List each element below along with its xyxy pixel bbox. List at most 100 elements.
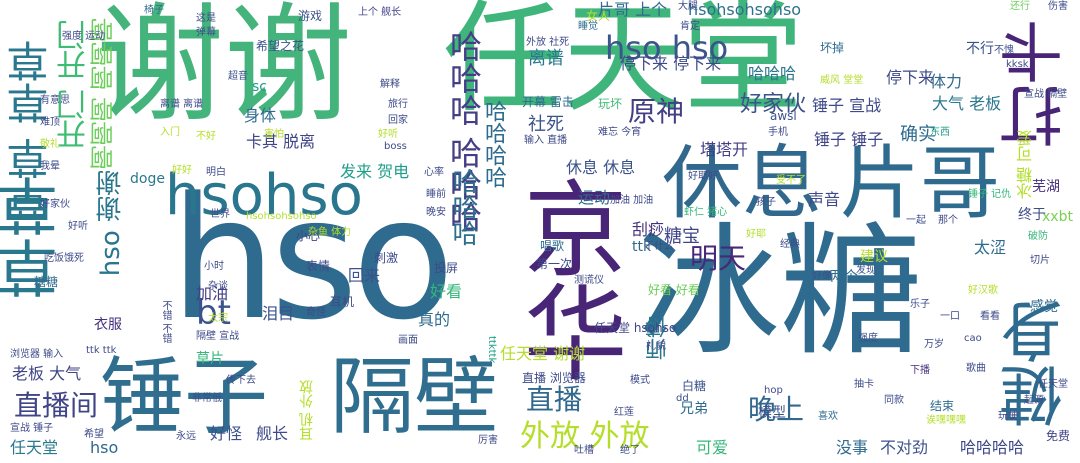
word-hahaha-pair: 哈哈哈 哈哈哈 xyxy=(445,30,483,233)
word-jianshen: 健身 xyxy=(1000,300,1074,428)
word-ganshenme: 干什么 xyxy=(644,241,674,252)
word-zhibojian: 直播间 xyxy=(14,389,99,422)
word-ganjue: 感觉 xyxy=(1030,299,1058,315)
word-haohange: 好汉歌 xyxy=(968,285,998,296)
word-leimu: 泪目 xyxy=(262,304,295,323)
word-waifang-pair: 外放 外放 xyxy=(520,419,650,454)
word-esi: 饿死 xyxy=(64,253,84,264)
word-honglian: 红莲 xyxy=(614,407,634,418)
word-xiaren-zhuxin: 虾仁 猪心 xyxy=(684,207,728,218)
word-jingdian: 经典 xyxy=(780,239,800,250)
word-hso: hso xyxy=(170,161,455,357)
word-kksk: kksk xyxy=(1006,59,1029,70)
word-hsohsohsohso-small: hsohsohsohso xyxy=(246,211,317,222)
word-wuhu: 芜湖 xyxy=(1032,179,1060,195)
word-wanshang: 晚上 xyxy=(748,393,805,426)
word-wanhuai: 玩坏 xyxy=(598,97,623,111)
word-zhende: 真的 xyxy=(418,310,451,329)
word-chuizi-xuanzhan: 锤子 宣战 xyxy=(812,96,882,115)
word-biaoqing: 表情 xyxy=(306,259,331,273)
word-boss: boss xyxy=(384,141,407,152)
word-faxian: 发现 xyxy=(856,265,876,276)
word-hop: hop xyxy=(764,385,783,396)
word-wangeng: 玩梗 xyxy=(998,411,1018,422)
word-haoguai: 好怪 xyxy=(210,424,243,443)
word-xiwangzhihua: 希望之花 xyxy=(256,39,305,53)
word-kaqi-tuoli: 卡其 脱离 xyxy=(246,132,316,151)
word-jieshu: 结束 xyxy=(930,399,955,413)
word-jingli: 敬礼 xyxy=(40,139,60,150)
word-cao: cao xyxy=(964,333,982,344)
word-daqi-laoban: 大气 老板 xyxy=(932,94,1002,113)
word-lipu-lipu: 离谱 离谱 xyxy=(160,99,204,110)
word-liulanqi-shuru: 浏览器 输入 xyxy=(10,349,64,360)
word-taise: 太涩 xyxy=(974,238,1007,257)
word-xiabo: 下播 xyxy=(910,365,930,376)
word-yikou: 一口 xyxy=(940,311,960,322)
word-kending: 肯定 xyxy=(680,21,700,32)
word-zheshi: 这是 xyxy=(196,13,216,24)
word-guasha: 刮痧 xyxy=(632,220,665,239)
word-buhao: 不好 xyxy=(196,131,216,142)
word-chuizi-chuizi: 锤子 锤子 xyxy=(814,130,884,149)
word-gequ: 歌曲 xyxy=(966,363,986,374)
word-huijia: 回家 xyxy=(388,115,408,126)
word-chuanxiaqu: 传下去 xyxy=(226,375,256,386)
word-sc: sc xyxy=(252,79,267,95)
word-piange-shangge: 片哥 上个 xyxy=(598,0,668,19)
word-xxbt: xxbt xyxy=(1042,209,1073,225)
word-gebi-xuanzhan: 隔壁 宣战 xyxy=(196,331,240,342)
word-erji-waifang: 耳机 外放 xyxy=(299,380,315,441)
word-tangbao: 糖宝 xyxy=(664,226,700,247)
word-haojiahuo-small: 好家伙 xyxy=(40,199,70,210)
word-xiexie: 谢谢 xyxy=(96,0,353,140)
word-qiangdu: 强度 xyxy=(858,333,878,344)
word-yongyuan: 永远 xyxy=(176,431,196,442)
word-hahahaha-bottom: 哈哈哈哈 xyxy=(960,438,1025,457)
word-erji: 耳机 xyxy=(330,295,355,309)
word-shuijiao: 睡觉 xyxy=(578,21,598,32)
word-shenti: 身体 xyxy=(244,106,277,125)
word-xuanzhan-gebi: 宣战 隔壁 xyxy=(1024,89,1068,100)
word-ttk: ttk xyxy=(632,239,652,255)
word-caocao-pair: 草草 草草 xyxy=(6,40,55,222)
word-shuru-zhibo: 输入 直播 xyxy=(524,135,568,146)
word-haohao: 好好 xyxy=(172,165,192,176)
word-weifeng-tangtang: 威风 堂堂 xyxy=(820,75,864,86)
word-haipa: 害怕 xyxy=(264,129,284,140)
word-awsl: awsl xyxy=(770,109,797,123)
word-haoye: 好耶 xyxy=(746,229,766,240)
word-shanghai: 伤害 xyxy=(1048,1,1068,12)
word-tangtang: 糖糖 xyxy=(34,275,59,289)
word-limao: 礼貌 xyxy=(646,341,666,352)
word-jianyi: 建议 xyxy=(860,249,888,265)
word-chaoyin: 超音 xyxy=(228,71,248,82)
word-moxing: 模型 xyxy=(758,405,786,421)
word-haoyehao: 好耶好 xyxy=(688,171,718,182)
word-bingtang: 冰糖 xyxy=(638,210,922,375)
word-keai: 可爱 xyxy=(696,438,729,457)
word-haoting-small: 好听 xyxy=(68,221,88,232)
word-hso-hso: hso hso xyxy=(605,29,729,67)
word-xinlv: 心率 xyxy=(424,167,444,178)
word-lipu: 离谱 xyxy=(528,48,564,69)
word-qiguai: 奇怪 xyxy=(306,307,326,318)
word-qiangdu-yundong: 强度 运动 xyxy=(62,31,106,42)
word-ciji: 刺激 xyxy=(374,251,399,265)
word-youyisi: 有意思 xyxy=(40,95,70,106)
word-haojiahuo: 好家伙 xyxy=(740,92,807,117)
word-yuanshen: 原神 xyxy=(628,95,685,128)
word-dd: dd xyxy=(676,393,689,404)
word-rumen: 入门 xyxy=(160,127,180,138)
word-rentiantang-xiexie: 任天堂 谢谢 xyxy=(500,344,586,363)
word-zayu-tili: 杂鱼 体力 xyxy=(308,227,352,238)
word-caopian: 草片 xyxy=(196,351,224,367)
word-huamian: 画面 xyxy=(398,335,418,346)
word-rentiantang-bottom: 任天堂 xyxy=(10,438,59,457)
word-eiheiheihei: 诶嘿嘿嘿 xyxy=(926,415,966,426)
word-waifang-shesi: 外放 社死 xyxy=(526,37,570,48)
word-zhibo-liulanqi: 直播 浏览器 xyxy=(522,371,586,385)
word-ttkttk: ttkttk xyxy=(486,336,497,364)
word-kankan: 看看 xyxy=(980,311,1000,322)
word-liangge: 两个 xyxy=(830,269,858,285)
